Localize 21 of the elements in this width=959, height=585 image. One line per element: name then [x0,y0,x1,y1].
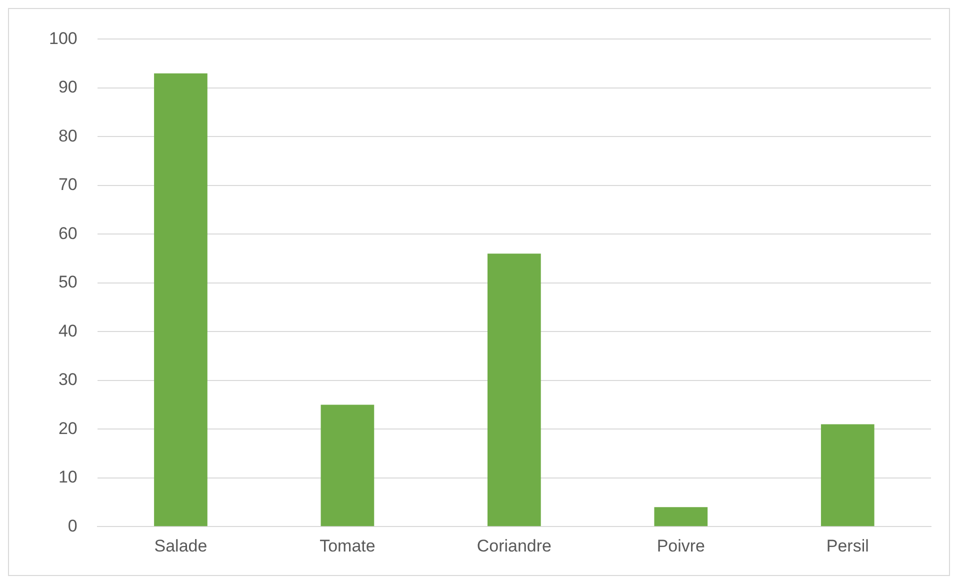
y-tick-label: 50 [58,272,78,292]
bar [154,73,208,526]
y-tick-label: 0 [68,516,78,536]
y-tick-label: 80 [58,126,78,146]
x-tick-label: Salade [154,536,208,556]
bar [654,507,708,526]
y-tick-label: 10 [58,468,78,487]
y-tick-label: 60 [58,224,78,243]
x-tick-label: Coriandre [476,536,552,556]
y-tick-label: 100 [48,28,78,48]
y-tick-label: 30 [58,370,78,390]
bar [320,404,374,526]
bar [820,424,874,526]
x-tick-label: Poivre [656,536,706,556]
bar [488,254,541,526]
y-tick-label: 70 [58,175,78,194]
x-tick-label: Persil [826,536,869,556]
y-tick-label: 40 [58,321,78,340]
y-tick-label: 90 [58,78,78,97]
y-tick-label: 20 [58,418,78,438]
x-tick-label: Tomate [320,536,376,556]
